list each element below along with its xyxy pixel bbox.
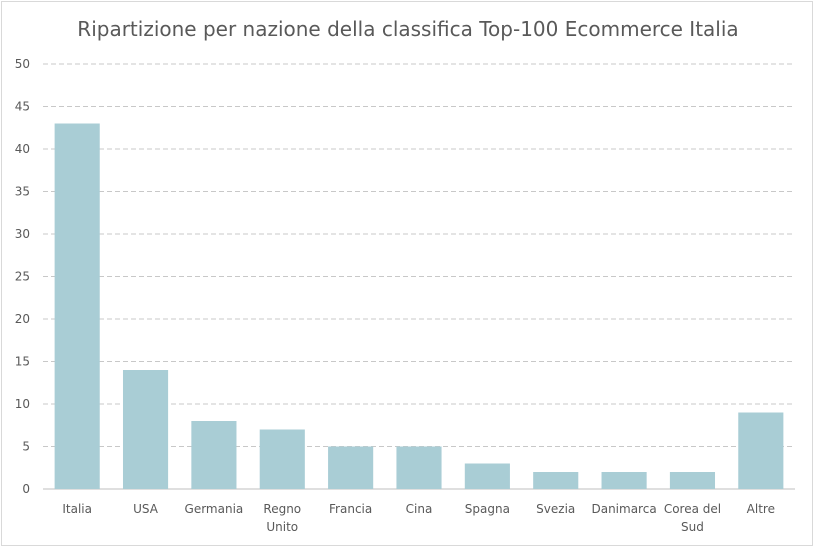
x-tick-label: Unito xyxy=(266,520,298,534)
x-tick-label: Italia xyxy=(62,502,92,516)
y-tick-label: 15 xyxy=(15,355,30,369)
y-tick-label: 20 xyxy=(15,312,30,326)
x-tick-label: Danimarca xyxy=(591,502,656,516)
bar xyxy=(464,463,510,489)
bar xyxy=(738,412,784,489)
y-tick-label: 50 xyxy=(15,57,30,71)
bar xyxy=(191,421,237,489)
y-tick-label: 35 xyxy=(15,185,30,199)
bar xyxy=(669,472,716,489)
bar xyxy=(54,123,100,489)
x-tick-label: Altre xyxy=(747,502,775,516)
y-tick-label: 0 xyxy=(22,482,30,496)
x-tick-label: USA xyxy=(133,502,159,516)
x-tick-label: Cina xyxy=(406,502,433,516)
bar xyxy=(328,446,374,489)
y-tick-label: 30 xyxy=(15,227,30,241)
x-tick-label: Corea del xyxy=(664,502,721,516)
bar xyxy=(259,429,305,489)
chart-title: Ripartizione per nazione della classific… xyxy=(77,17,739,41)
x-tick-label: Francia xyxy=(329,502,372,516)
y-tick-label: 5 xyxy=(22,440,30,454)
y-tick-label: 40 xyxy=(15,142,30,156)
y-tick-label: 25 xyxy=(15,270,30,284)
x-tick-label: Spagna xyxy=(465,502,510,516)
y-tick-label: 45 xyxy=(15,100,30,114)
x-tick-label: Svezia xyxy=(536,502,575,516)
x-tick-label: Regno xyxy=(263,502,301,516)
bar xyxy=(601,472,647,489)
x-tick-label: Sud xyxy=(681,520,704,534)
bar xyxy=(533,472,579,489)
bar xyxy=(122,370,169,489)
x-tick-label: Germania xyxy=(185,502,244,516)
bar xyxy=(396,446,442,489)
y-tick-label: 10 xyxy=(15,397,30,411)
